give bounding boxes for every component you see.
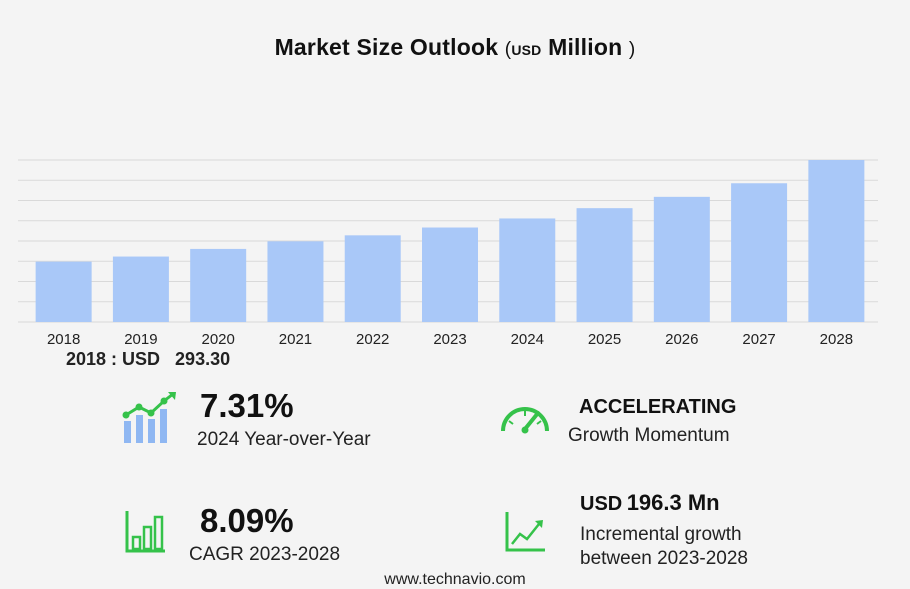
incremental-prefix: USD: [580, 493, 623, 515]
base-year-value: 2018 : USD 293.30: [66, 349, 231, 369]
bar-2028: [808, 160, 865, 322]
x-tick-label: 2026: [665, 331, 698, 348]
bar-line-growth-icon: [122, 392, 176, 443]
bar-2027: [731, 183, 788, 322]
bar-2026: [653, 196, 710, 322]
x-tick-label: 2020: [201, 331, 234, 348]
speedometer-icon: [501, 407, 549, 434]
title-unit-close: ): [628, 39, 636, 60]
x-tick-label: 2019: [124, 331, 157, 348]
bar-2021: [267, 241, 324, 322]
bar-2025: [576, 208, 633, 322]
x-tick-label: 2023: [433, 331, 466, 348]
yoy-label: 2024 Year-over-Year: [197, 429, 371, 450]
bar-2024: [499, 218, 556, 322]
yoy-value: 7.31%: [200, 387, 294, 424]
bar-2022: [344, 235, 401, 322]
bar-2023: [422, 227, 478, 322]
x-tick-label: 2024: [511, 331, 544, 348]
footer-url: www.technavio.com: [384, 571, 526, 588]
incremental-label-line1: Incremental growth: [580, 524, 742, 545]
x-tick-label: 2028: [820, 331, 853, 348]
cagr-value: 8.09%: [200, 502, 294, 539]
cagr-label: CAGR 2023-2028: [189, 544, 341, 565]
bar-2020: [190, 248, 247, 322]
incremental-label-line2: between 2023-2028: [580, 548, 748, 569]
momentum-label: Growth Momentum: [568, 425, 730, 446]
x-tick-label: 2018: [47, 331, 80, 348]
chart-title: Market Size Outlook (USD Million ): [0, 34, 910, 61]
bar-chart-icon: [125, 511, 165, 553]
title-unit-open: (: [504, 39, 512, 60]
bar-chart: 2018 2019 2020 2021 2022 2023 2024 2025 2026 2027…: [18, 159, 878, 348]
x-tick-label: 2021: [279, 331, 312, 348]
x-tick-label: 2022: [356, 331, 389, 348]
x-tick-label: 2027: [742, 331, 775, 348]
trend-line-icon: [505, 512, 545, 552]
incremental-value-row: USD 196.3 Mn: [580, 490, 720, 516]
bar-2018: [35, 261, 92, 322]
incremental-value: 196.3 Mn: [626, 490, 720, 515]
bar-2019: [112, 256, 169, 322]
title-unit-word: Million: [548, 34, 623, 60]
momentum-value: ACCELERATING: [579, 396, 737, 418]
title-main: Market Size Outlook: [274, 34, 499, 60]
x-tick-label: 2025: [588, 331, 621, 348]
title-unit-currency: USD: [511, 42, 542, 58]
